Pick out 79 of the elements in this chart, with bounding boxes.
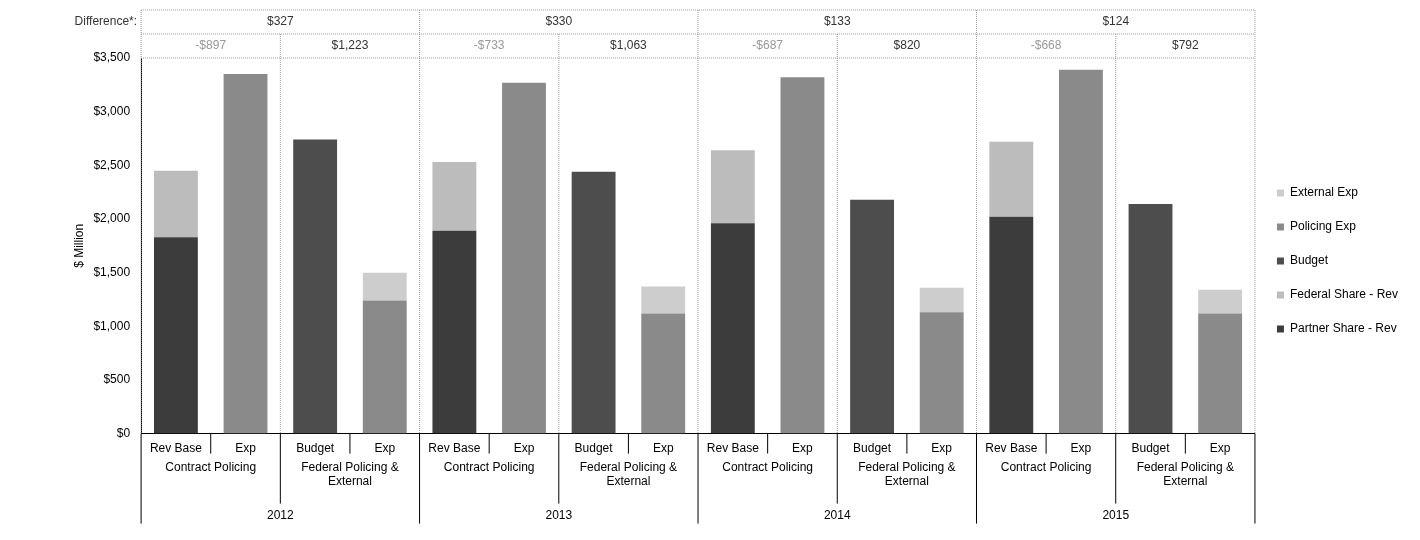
y-tick-label: $1,500: [93, 264, 131, 279]
bar: [1198, 289, 1243, 314]
text: $820: [893, 38, 921, 53]
text: Contract Policing: [443, 459, 535, 474]
y-tick-label: $3,500: [93, 50, 131, 65]
bar: [362, 272, 407, 301]
legend-label: Federal Share - Rev: [1289, 287, 1398, 302]
text: 2012: [266, 507, 294, 522]
bar: [989, 216, 1034, 434]
x-tick-label: Budget: [574, 441, 614, 456]
text: Difference*:: [74, 14, 138, 29]
bar: [362, 300, 407, 434]
bar: [153, 170, 198, 238]
x-tick-label: Exp: [931, 441, 953, 456]
bar: [293, 139, 338, 434]
text: 2013: [545, 507, 573, 522]
text: -$897: [195, 38, 227, 53]
y-tick-label: $3,000: [93, 103, 131, 118]
x-tick-label: Rev Base: [149, 441, 203, 456]
bar: [502, 82, 546, 434]
y-tick-label: $2,500: [93, 157, 131, 172]
bar: [223, 74, 268, 434]
bar: [641, 286, 686, 314]
bar: [1128, 203, 1173, 434]
x-tick-label: Rev Base: [706, 441, 760, 456]
bar: [1198, 313, 1243, 434]
text: 2014: [823, 507, 851, 522]
y-axis-title: $ Million: [71, 223, 86, 268]
bar: [432, 230, 477, 434]
bar: [641, 313, 686, 434]
bar: [710, 223, 755, 434]
text: $792: [1171, 38, 1200, 53]
x-tick-label: Exp: [792, 441, 814, 456]
x-tick-label: Exp: [1070, 441, 1092, 456]
x-tick-label: Budget: [853, 441, 892, 456]
bar: [989, 141, 1034, 217]
text: $133: [823, 14, 851, 29]
bar: [432, 162, 477, 231]
bar: [919, 287, 964, 313]
legend-label: External Exp: [1289, 185, 1359, 200]
text: Contract Policing: [1000, 459, 1092, 474]
bar: [153, 237, 198, 434]
bar: [1058, 69, 1103, 434]
x-tick-label: Exp: [652, 441, 674, 456]
text: $1,223: [331, 38, 369, 53]
x-tick-label: Exp: [513, 441, 535, 456]
text: -$668: [1030, 38, 1062, 53]
x-tick-label: Budget: [296, 441, 335, 456]
x-tick-label: Rev Base: [428, 441, 481, 456]
bar: [850, 199, 894, 434]
text: Federal Policing & External: [858, 459, 956, 488]
text: -$687: [752, 38, 784, 53]
text: -$733: [473, 38, 505, 53]
text: 2015: [1102, 507, 1130, 522]
x-tick-label: Budget: [1131, 441, 1171, 456]
y-tick-label: $500: [103, 372, 131, 387]
y-tick-label: $0: [116, 425, 131, 440]
y-tick-label: $1,000: [93, 318, 131, 333]
bar: [710, 150, 755, 224]
text: $327: [266, 14, 294, 29]
legend-label: Budget: [1289, 253, 1329, 268]
bar: [571, 171, 616, 434]
text: Contract Policing: [165, 459, 257, 474]
text: $330: [545, 14, 573, 29]
x-tick-label: Rev Base: [985, 441, 1038, 456]
text: Federal Policing & External: [301, 459, 399, 488]
text: $124: [1102, 14, 1130, 29]
text: $1,063: [610, 38, 648, 53]
x-tick-label: Exp: [374, 441, 396, 456]
bar: [780, 77, 825, 434]
legend-label: Policing Exp: [1289, 219, 1357, 234]
x-tick-label: Exp: [235, 441, 257, 456]
bar: [919, 312, 964, 434]
text: Contract Policing: [722, 459, 813, 474]
y-tick-label: $2,000: [93, 211, 131, 226]
text: Federal Policing & External: [579, 459, 678, 488]
text: Federal Policing & External: [1136, 459, 1235, 488]
x-tick-label: Exp: [1209, 441, 1231, 456]
legend-label: Partner Share - Rev: [1289, 321, 1397, 336]
